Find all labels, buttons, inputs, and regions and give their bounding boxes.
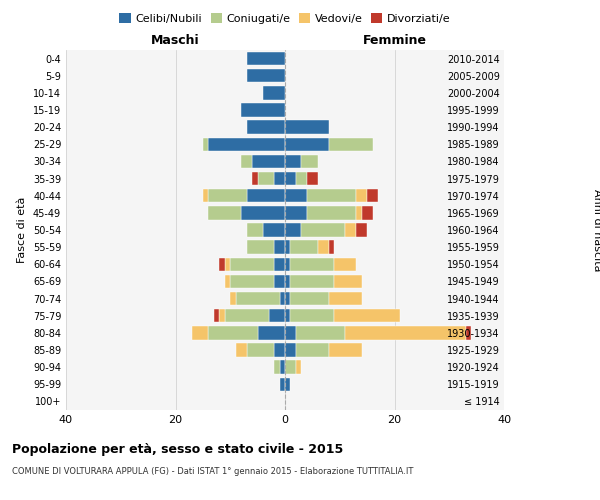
Bar <box>263 86 285 100</box>
Bar <box>290 274 334 288</box>
Bar <box>285 224 301 236</box>
Bar <box>247 69 285 82</box>
Bar <box>285 292 290 306</box>
Bar <box>220 258 225 271</box>
Bar <box>280 292 285 306</box>
Bar <box>334 309 400 322</box>
Bar <box>208 138 285 151</box>
Bar <box>257 326 285 340</box>
Bar <box>334 274 362 288</box>
Bar <box>225 258 230 271</box>
Bar <box>296 172 307 186</box>
Bar <box>230 258 274 271</box>
Text: Femmine: Femmine <box>362 34 427 46</box>
Bar <box>192 326 208 340</box>
Bar <box>285 360 296 374</box>
Bar <box>230 274 274 288</box>
Bar <box>356 206 362 220</box>
Bar <box>220 309 225 322</box>
Bar <box>225 309 269 322</box>
Bar <box>208 189 247 202</box>
Bar <box>329 344 362 356</box>
Bar <box>252 172 257 186</box>
Bar <box>236 344 247 356</box>
Bar <box>301 154 318 168</box>
Bar <box>285 274 290 288</box>
Text: COMUNE DI VOLTURARA APPULA (FG) - Dati ISTAT 1° gennaio 2015 - Elaborazione TUTT: COMUNE DI VOLTURARA APPULA (FG) - Dati I… <box>12 468 413 476</box>
Bar <box>356 189 367 202</box>
Bar <box>345 326 466 340</box>
Bar <box>307 189 356 202</box>
Bar <box>280 378 285 391</box>
Bar <box>274 344 285 356</box>
Bar <box>247 224 263 236</box>
Bar <box>214 309 220 322</box>
Legend: Celibi/Nubili, Coniugati/e, Vedovi/e, Divorziati/e: Celibi/Nubili, Coniugati/e, Vedovi/e, Di… <box>115 9 455 29</box>
Bar <box>257 172 274 186</box>
Bar <box>296 360 301 374</box>
Text: Popolazione per età, sesso e stato civile - 2015: Popolazione per età, sesso e stato civil… <box>12 442 343 456</box>
Bar <box>274 274 285 288</box>
Bar <box>466 326 471 340</box>
Bar <box>263 224 285 236</box>
Bar <box>285 240 290 254</box>
Bar <box>274 258 285 271</box>
Bar <box>367 189 378 202</box>
Bar <box>241 154 252 168</box>
Bar <box>285 172 296 186</box>
Bar <box>274 172 285 186</box>
Bar <box>236 292 280 306</box>
Bar <box>247 52 285 66</box>
Text: Anni di nascita: Anni di nascita <box>592 188 600 271</box>
Bar <box>285 120 329 134</box>
Bar <box>285 326 296 340</box>
Bar <box>203 138 208 151</box>
Bar <box>247 240 274 254</box>
Bar <box>307 172 318 186</box>
Bar <box>230 292 236 306</box>
Bar <box>290 309 334 322</box>
Bar <box>274 360 280 374</box>
Bar <box>285 154 301 168</box>
Bar <box>345 224 356 236</box>
Y-axis label: Fasce di età: Fasce di età <box>17 197 27 263</box>
Bar <box>274 240 285 254</box>
Bar <box>307 206 356 220</box>
Bar <box>241 206 285 220</box>
Bar <box>285 309 290 322</box>
Bar <box>290 258 334 271</box>
Bar <box>285 189 307 202</box>
Bar <box>247 344 274 356</box>
Bar <box>252 154 285 168</box>
Bar <box>296 344 329 356</box>
Bar <box>208 206 241 220</box>
Bar <box>203 189 208 202</box>
Bar <box>285 138 329 151</box>
Bar <box>269 309 285 322</box>
Bar <box>285 258 290 271</box>
Bar <box>362 206 373 220</box>
Bar <box>285 344 296 356</box>
Bar <box>290 240 318 254</box>
Bar <box>247 120 285 134</box>
Bar <box>318 240 329 254</box>
Bar <box>296 326 345 340</box>
Bar <box>301 224 345 236</box>
Bar <box>329 292 362 306</box>
Bar <box>241 104 285 117</box>
Bar <box>247 189 285 202</box>
Bar <box>280 360 285 374</box>
Bar <box>329 240 334 254</box>
Bar <box>290 292 329 306</box>
Bar <box>285 206 307 220</box>
Bar <box>208 326 257 340</box>
Bar <box>356 224 367 236</box>
Bar <box>334 258 356 271</box>
Bar <box>225 274 230 288</box>
Bar <box>285 378 290 391</box>
Bar <box>329 138 373 151</box>
Text: Maschi: Maschi <box>151 34 200 46</box>
